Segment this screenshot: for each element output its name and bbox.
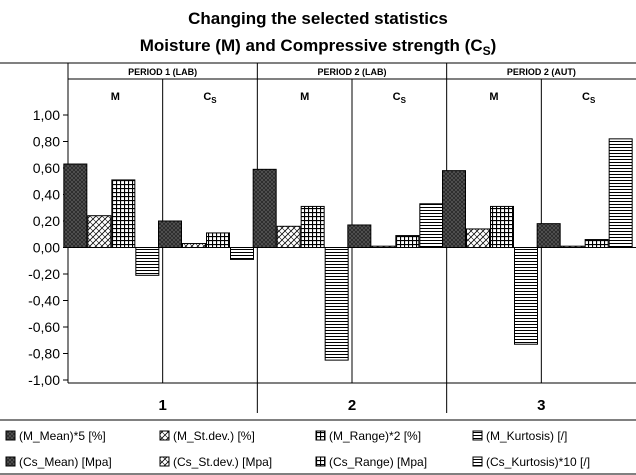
bars (63, 138, 633, 361)
legend-item-label: (Cs_Mean) [Mpa] (19, 455, 112, 469)
bar (466, 228, 490, 248)
bar (608, 138, 633, 249)
group-header: M (111, 91, 120, 103)
x-category-label: 2 (348, 397, 356, 414)
bar (442, 170, 466, 248)
group-header: M (489, 91, 498, 103)
legend-swatch (159, 456, 170, 467)
x-category-label: 1 (158, 397, 166, 414)
legend-item-label: (Cs_St.dev.) [Mpa] (173, 455, 272, 469)
bar (206, 232, 230, 249)
chart-subtitle-subscript: S (483, 44, 491, 58)
x-category-label: 3 (537, 397, 545, 414)
group-header: CS (393, 91, 407, 105)
legend-swatch (315, 456, 326, 467)
y-tick-label: -0,40 (28, 293, 60, 309)
legend-item-label: (M_Mean)*5 [%] (19, 429, 106, 443)
y-tick-label: 0,80 (33, 134, 60, 150)
y-tick-label: 1,00 (33, 107, 60, 123)
legend-item-label: (Cs_Range) [Mpa] (329, 455, 427, 469)
x-axis-categories: 1 2 3 (158, 397, 545, 414)
bar (87, 215, 112, 248)
chart-subtitle-prefix: Moisture (M) and Compressive strength (C (140, 36, 483, 55)
bar (419, 203, 444, 248)
bar (371, 245, 396, 249)
bar (490, 205, 514, 249)
legend-swatch (5, 430, 16, 441)
legend-swatch (472, 430, 483, 441)
period-header: PERIOD 1 (LAB) (128, 67, 197, 77)
legend-item-label: (M_St.dev.) [%] (173, 429, 255, 443)
bar (584, 239, 609, 249)
bar (347, 224, 372, 249)
legend: (M_Mean)*5 [%] (M_St.dev.) [%] (M_Range)*2… (0, 419, 636, 475)
y-tick-label: -1,00 (28, 372, 60, 388)
y-tick-label: -0,80 (28, 346, 60, 362)
y-tick-label: -0,60 (28, 319, 60, 335)
legend-swatch (5, 456, 16, 467)
y-tick-label: 0,20 (33, 213, 60, 229)
legend-item-label: (M_Range)*2 [%] (329, 429, 421, 443)
chart-subtitle-suffix: ) (491, 36, 497, 55)
chart-title: Changing the selected statistics (188, 9, 448, 28)
bar (300, 205, 325, 249)
bar (252, 168, 277, 248)
bar (560, 245, 585, 249)
y-axis: 1,00 0,80 0,60 0,40 0,20 0,00 -0,20 -0,40 -0,60 -… (28, 107, 68, 388)
legend-swatch (315, 430, 326, 441)
bar (63, 163, 88, 248)
bar (324, 247, 349, 361)
legend-swatch (472, 456, 483, 467)
legend-item-label: (Cs_Kurtosis)*10 [/] (486, 455, 590, 469)
y-tick-label: 0,40 (33, 187, 60, 203)
legend-swatch (159, 430, 170, 441)
y-tick-label: 0,00 (33, 240, 60, 256)
bar (182, 243, 206, 248)
bar (514, 247, 538, 345)
bar (276, 225, 301, 249)
bar (230, 247, 254, 260)
chart-subtitle: Moisture (M) and Compressive strength (C… (140, 36, 497, 58)
y-tick-label: -0,20 (28, 266, 60, 282)
bar (395, 235, 420, 248)
period-header: PERIOD 2 (LAB) (317, 67, 386, 77)
group-header: CS (582, 91, 596, 105)
period-header: PERIOD 2 (AUT) (507, 67, 576, 77)
y-tick-label: 0,60 (33, 160, 60, 176)
bar (135, 247, 160, 276)
group-header: CS (203, 91, 217, 105)
bar (111, 179, 136, 248)
legend-item-label: (M_Kurtosis) [/] (486, 429, 567, 443)
bar (536, 223, 561, 248)
bar (158, 220, 182, 248)
period-headers: PERIOD 1 (LAB) M CS PERIOD 2 (LAB) M CS PERIOD… (111, 67, 596, 105)
group-header: M (300, 91, 309, 103)
